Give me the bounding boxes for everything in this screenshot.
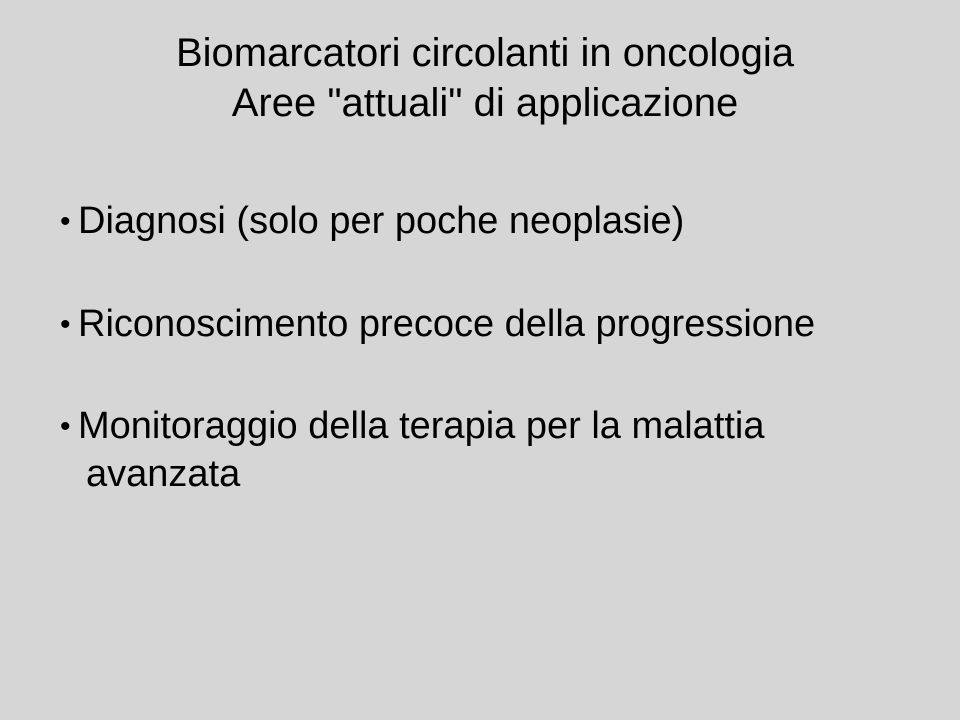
title-line-1: Biomarcatori circolanti in oncologia bbox=[176, 31, 794, 75]
slide-container: Biomarcatori circolanti in oncologia Are… bbox=[0, 0, 960, 720]
bullet-text-2: Riconoscimento precoce della progression… bbox=[78, 303, 815, 345]
bullet-item-1: Diagnosi (solo per poche neoplasie) bbox=[60, 198, 910, 246]
bullet-text-3-line1: Monitoraggio della terapia per la malatt… bbox=[78, 403, 910, 451]
bullet-list: Diagnosi (solo per poche neoplasie) Rico… bbox=[60, 198, 910, 498]
bullet-text-3-line2: avanzata bbox=[86, 451, 910, 499]
slide-title: Biomarcatori circolanti in oncologia Are… bbox=[60, 28, 910, 128]
title-line-2: Aree "attuali" di applicazione bbox=[232, 81, 738, 125]
bullet-item-3: Monitoraggio della terapia per la malatt… bbox=[60, 403, 910, 498]
bullet-item-2: Riconoscimento precoce della progression… bbox=[60, 301, 910, 349]
bullet-text-1: Diagnosi (solo per poche neoplasie) bbox=[78, 200, 684, 242]
